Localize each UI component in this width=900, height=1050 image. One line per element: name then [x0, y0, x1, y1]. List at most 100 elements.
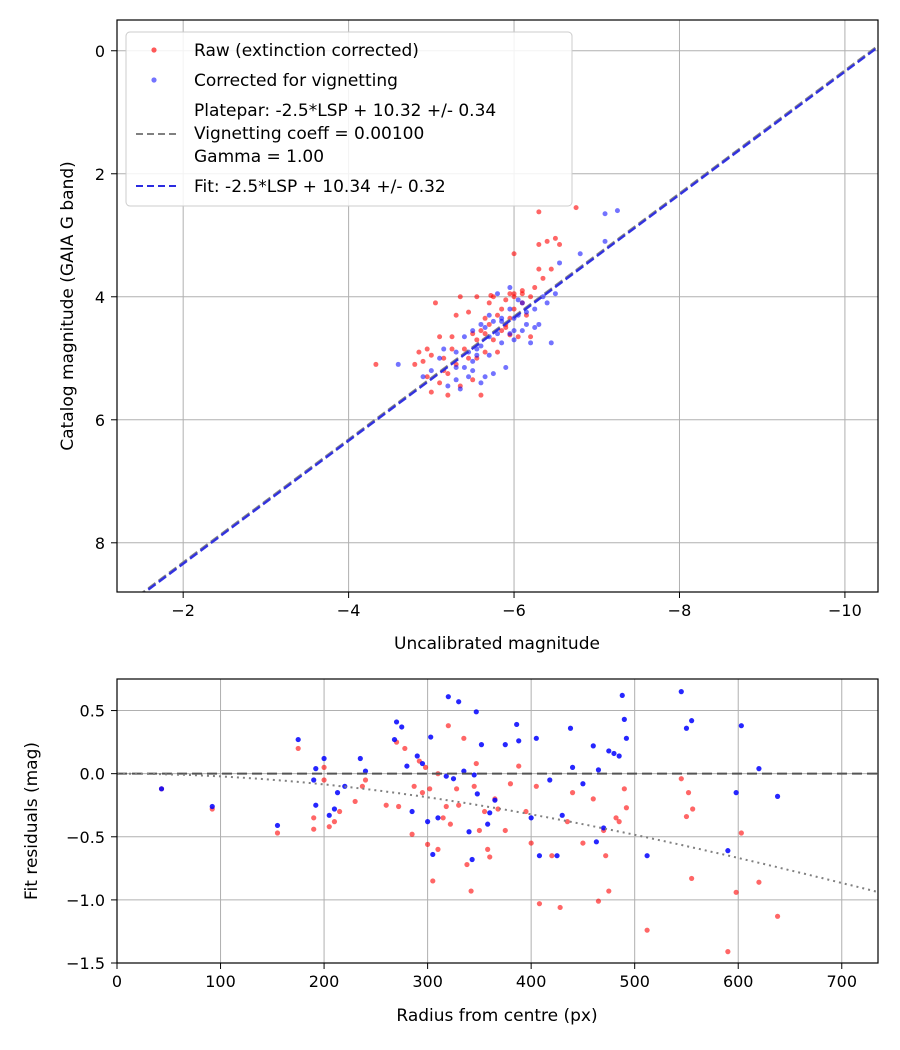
- corrected-point: [499, 315, 505, 321]
- raw-point: [528, 334, 534, 340]
- top-x-tick-label: −2: [171, 601, 195, 620]
- bottom-x-axis-label: Radius from centre (px): [396, 1006, 597, 1026]
- top-x-ticks: −2 −4 −6 −8 −10: [171, 592, 862, 620]
- residual-corrected-point: [158, 786, 165, 792]
- residual-corrected-point: [487, 810, 493, 816]
- bottom-x-tick-label: 0: [112, 972, 122, 991]
- raw-point: [466, 309, 472, 315]
- residual-raw-point: [359, 783, 365, 789]
- residual-corrected-point: [536, 853, 543, 859]
- raw-point: [548, 266, 554, 272]
- residual-raw-point: [464, 861, 470, 868]
- raw-point: [466, 355, 472, 361]
- residual-corrected-point: [616, 753, 622, 759]
- bottom-x-tick-label: 100: [205, 972, 236, 991]
- residual-raw-point: [590, 796, 596, 802]
- residual-corrected-point: [733, 790, 739, 796]
- bottom-y-axis-label: Fit residuals (mag): [22, 742, 42, 900]
- bottom-y-tick-label: 0.0: [80, 765, 105, 784]
- residual-raw-point: [481, 808, 488, 815]
- bottom-y-tick-label: 0.5: [80, 702, 105, 721]
- bottom-corrected-points: [158, 689, 781, 863]
- residual-raw-point: [595, 898, 602, 904]
- raw-point: [482, 331, 488, 337]
- residual-corrected-point: [466, 829, 472, 835]
- residual-corrected-point: [774, 793, 781, 799]
- top-fit-lines: [141, 44, 878, 592]
- corrected-point: [428, 368, 434, 374]
- corrected-point: [548, 340, 554, 346]
- residual-corrected-point: [619, 692, 625, 699]
- residual-raw-point: [321, 777, 327, 783]
- residual-corrected-point: [593, 839, 599, 845]
- residual-raw-point: [331, 819, 338, 825]
- raw-point: [453, 312, 459, 318]
- raw-point: [499, 328, 505, 334]
- bottom-y-tick-label: −0.5: [66, 828, 105, 847]
- top-x-tick-label: −10: [828, 601, 862, 620]
- raw-point: [445, 371, 451, 377]
- corrected-point: [511, 337, 517, 343]
- top-y-tick-label: 2: [95, 165, 105, 184]
- corrected-point: [523, 321, 529, 327]
- residual-raw-point: [311, 815, 317, 821]
- residual-raw-point: [689, 875, 695, 882]
- corrected-point: [503, 365, 509, 371]
- raw-point: [449, 334, 455, 340]
- raw-point: [495, 349, 500, 355]
- residual-corrected-point: [547, 777, 553, 783]
- bottom-x-ticks: 0 100 200 300 400 500 600 700: [112, 963, 857, 991]
- top-plot-frame: [116, 19, 879, 593]
- bottom-x-tick-label: 600: [723, 972, 754, 991]
- residual-raw-point: [454, 786, 460, 792]
- legend-label-vignetting: Vignetting coeff = 0.00100: [194, 124, 424, 144]
- residual-corrected-point: [404, 763, 410, 769]
- residual-corrected-point: [430, 851, 436, 858]
- bottom-y-tick-label: −1.0: [66, 891, 105, 910]
- raw-point: [478, 328, 484, 334]
- residual-corrected-point: [474, 791, 480, 797]
- raw-point: [532, 285, 538, 291]
- residual-corrected-point: [311, 777, 317, 783]
- residual-raw-point: [606, 888, 612, 894]
- residual-raw-point: [476, 827, 482, 834]
- residual-corrected-point: [399, 724, 405, 730]
- residual-corrected-point: [331, 806, 338, 812]
- residual-raw-point: [678, 776, 684, 782]
- residual-corrected-point: [567, 725, 574, 731]
- corrected-point: [602, 211, 608, 217]
- residual-corrected-point: [461, 768, 467, 774]
- legend-frame: [125, 31, 573, 207]
- vignetting-model-curve: [117, 772, 878, 894]
- raw-point: [507, 291, 513, 297]
- residual-raw-point: [756, 879, 762, 885]
- residual-raw-point: [683, 813, 690, 820]
- residual-corrected-point: [738, 723, 744, 729]
- raw-point: [457, 294, 463, 300]
- bottom-x-tick-label: 500: [619, 972, 650, 991]
- legend-marker-corrected: [151, 77, 157, 83]
- corrected-point: [466, 374, 472, 380]
- residual-raw-point: [536, 901, 543, 907]
- raw-point: [441, 355, 447, 361]
- corrected-point: [495, 331, 500, 337]
- bottom-raw-points: [158, 723, 781, 955]
- residual-raw-point: [427, 786, 433, 792]
- raw-point: [437, 334, 443, 340]
- residual-corrected-point: [321, 755, 327, 762]
- corrected-point: [532, 306, 538, 312]
- residual-corrected-point: [623, 735, 630, 741]
- residual-raw-point: [507, 781, 514, 787]
- residual-raw-point: [564, 819, 570, 825]
- residual-raw-point: [485, 846, 491, 853]
- corrected-point: [544, 300, 550, 306]
- residual-corrected-point: [414, 753, 420, 759]
- legend-label-corrected: Corrected for vignetting: [194, 71, 398, 91]
- corrected-point: [523, 309, 529, 315]
- residual-raw-point: [425, 841, 431, 847]
- corrected-point: [552, 291, 558, 297]
- residual-corrected-point: [409, 808, 415, 815]
- raw-point: [420, 358, 426, 364]
- raw-point: [474, 294, 480, 300]
- residual-raw-point: [569, 790, 576, 796]
